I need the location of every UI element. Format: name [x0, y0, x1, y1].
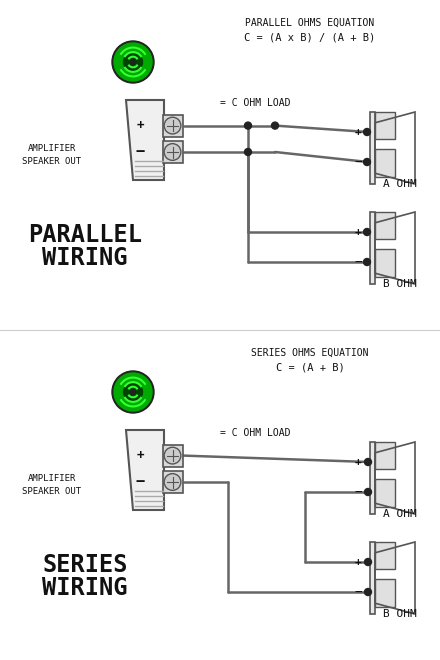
Bar [375, 149, 395, 177]
Bar [375, 579, 395, 607]
Circle shape [131, 389, 135, 394]
Text: SERIES: SERIES [42, 553, 128, 577]
Bar [162, 115, 183, 137]
Text: WIRING: WIRING [42, 576, 128, 600]
Bar [370, 442, 375, 514]
Bar [370, 542, 375, 614]
Circle shape [364, 589, 371, 595]
Circle shape [363, 259, 370, 265]
Circle shape [112, 371, 154, 413]
Text: −: − [354, 486, 362, 498]
Bar [162, 471, 183, 493]
Text: = C OHM LOAD: = C OHM LOAD [220, 428, 290, 438]
Circle shape [271, 122, 279, 129]
Text: PARALLEL OHMS EQUATION: PARALLEL OHMS EQUATION [246, 18, 374, 28]
Circle shape [124, 383, 143, 401]
Text: B OHM: B OHM [383, 279, 417, 289]
Text: −: − [136, 475, 145, 490]
Polygon shape [126, 100, 164, 180]
Circle shape [114, 373, 152, 411]
Text: +: + [136, 119, 144, 132]
Text: C = (A x B) / (A + B): C = (A x B) / (A + B) [244, 32, 376, 42]
Circle shape [164, 447, 181, 464]
Circle shape [112, 41, 154, 83]
Text: PARALLEL: PARALLEL [28, 223, 142, 247]
Circle shape [364, 558, 371, 566]
Bar [375, 112, 395, 139]
Text: SERIES OHMS EQUATION: SERIES OHMS EQUATION [251, 348, 369, 358]
Text: +: + [355, 457, 361, 467]
Bar [162, 141, 183, 163]
Circle shape [124, 53, 143, 71]
Bar [375, 542, 395, 570]
Text: AMPLIFIER
SPEAKER OUT: AMPLIFIER SPEAKER OUT [22, 144, 81, 166]
Text: A OHM: A OHM [383, 179, 417, 189]
Circle shape [164, 474, 181, 490]
Circle shape [164, 144, 181, 160]
Bar [162, 445, 183, 467]
Text: = C OHM LOAD: = C OHM LOAD [220, 98, 290, 108]
Circle shape [363, 158, 370, 166]
Circle shape [164, 117, 181, 134]
Text: A OHM: A OHM [383, 509, 417, 519]
Bar [375, 212, 395, 240]
Text: −: − [354, 585, 362, 599]
Circle shape [131, 59, 135, 64]
Bar [370, 112, 375, 184]
Bar [375, 442, 395, 469]
Text: +: + [355, 227, 361, 237]
Text: −: − [354, 255, 362, 269]
Text: +: + [136, 449, 144, 462]
Text: WIRING: WIRING [42, 246, 128, 270]
Text: −: − [354, 156, 362, 168]
Text: B OHM: B OHM [383, 609, 417, 619]
Circle shape [364, 459, 371, 465]
Text: +: + [355, 127, 361, 137]
Circle shape [363, 129, 370, 135]
Text: −: − [136, 145, 145, 160]
Bar [375, 249, 395, 277]
Bar [375, 479, 395, 507]
Circle shape [245, 148, 252, 156]
Circle shape [363, 228, 370, 236]
Text: AMPLIFIER
SPEAKER OUT: AMPLIFIER SPEAKER OUT [22, 474, 81, 496]
Bar [370, 212, 375, 284]
Circle shape [245, 122, 252, 129]
Circle shape [364, 488, 371, 496]
Circle shape [114, 43, 152, 81]
Text: +: + [355, 557, 361, 567]
Polygon shape [126, 430, 164, 510]
Text: C = (A + B): C = (A + B) [275, 362, 345, 372]
